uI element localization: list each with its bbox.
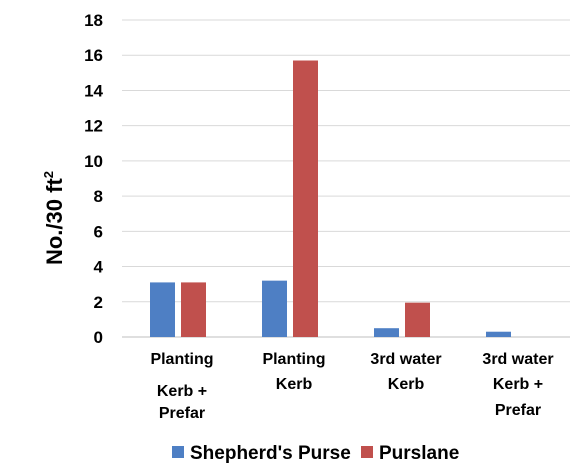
bar (150, 282, 175, 337)
x-tick-label: Planting (150, 351, 213, 368)
bar (374, 328, 399, 337)
y-tick-label: 18 (84, 11, 103, 30)
x-tick-label: Prefar (159, 405, 205, 422)
bar (293, 60, 318, 337)
y-axis-label-text: No./30 ft (42, 178, 67, 265)
y-tick-label: 8 (94, 187, 103, 206)
x-tick-label: Kerb + (157, 383, 207, 400)
y-tick-label: 16 (84, 46, 103, 65)
bar (405, 302, 430, 337)
legend-label: Purslane (379, 443, 459, 464)
y-tick-label: 14 (84, 81, 103, 100)
bar (262, 280, 287, 337)
y-axis-label: No./30 ft2 (41, 171, 67, 265)
y-tick-label: 12 (84, 117, 103, 136)
bars (150, 60, 511, 337)
legend-swatch (361, 446, 373, 458)
x-tick-label: Prefar (495, 402, 541, 419)
x-tick-label: 3rd water (370, 351, 441, 368)
y-tick-label: 6 (94, 222, 103, 241)
y-tick-labels: 0 2 4 6 8 10 12 14 16 18 (84, 11, 103, 347)
legend-label: Shepherd's Purse (190, 443, 351, 464)
x-tick-label: 3rd water (482, 351, 553, 368)
x-tick-label: Kerb + (493, 376, 543, 393)
x-tick-label: Kerb (276, 376, 313, 393)
y-tick-label: 2 (94, 293, 103, 312)
y-tick-label: 4 (94, 258, 104, 277)
legend-swatch (172, 446, 184, 458)
x-tick-labels: Planting Kerb + Prefar Planting Kerb 3rd wate… (150, 351, 553, 422)
y-axis-label-superscript: 2 (41, 171, 56, 178)
bar (486, 331, 511, 337)
x-tick-label: Kerb (388, 376, 425, 393)
y-tick-label: 0 (94, 328, 103, 347)
x-tick-label: Planting (262, 351, 325, 368)
y-tick-label: 10 (84, 152, 103, 171)
bar (181, 282, 206, 337)
legend: Shepherd's Purse Purslane (172, 443, 459, 464)
